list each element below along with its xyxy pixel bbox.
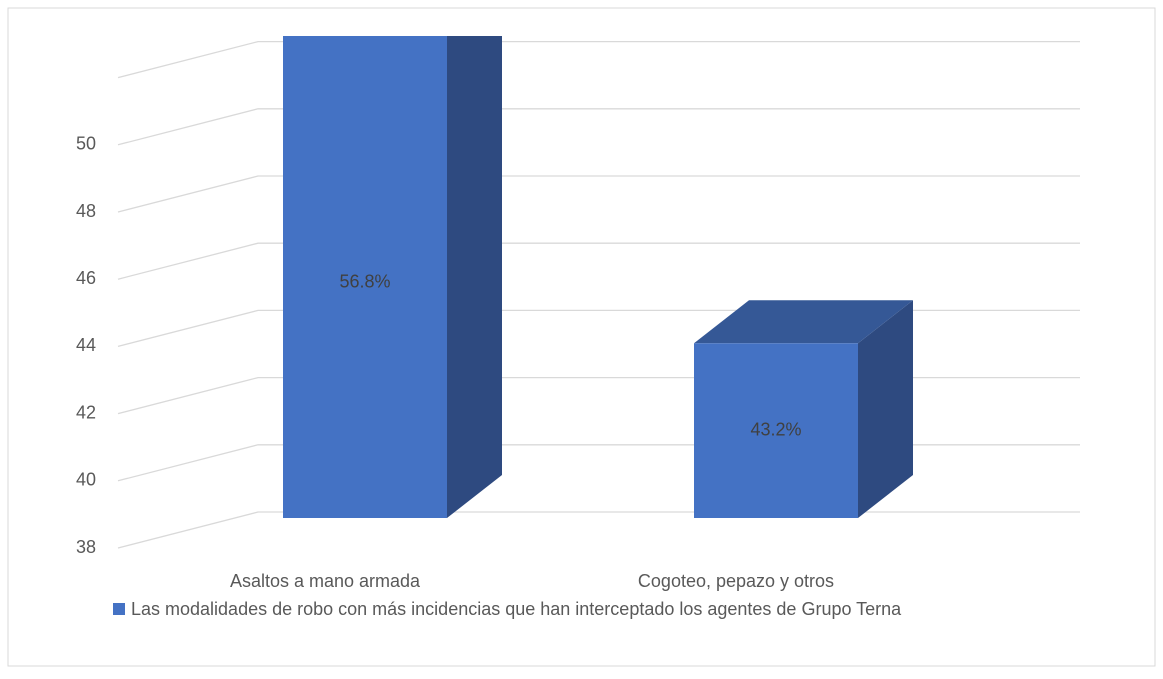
bar-side [447,36,502,518]
bar [283,36,447,518]
grid-line [117,242,1080,280]
x-tick-label: Asaltos a mano armada [230,571,421,591]
legend-label: Las modalidades de robo con más incidenc… [131,599,902,619]
bar [694,343,858,518]
chart-frame [7,7,1156,667]
data-label: 56.8% [339,271,390,291]
grid-line [117,108,1080,146]
x-tick-label: Cogoteo, pepazo y otros [638,571,834,591]
grid-line [117,40,1080,79]
y-tick-label: 40 [76,470,96,490]
y-tick-label: 44 [76,335,96,355]
y-tick-label: 48 [76,201,96,221]
y-tick-label: 46 [76,268,96,288]
data-label: 43.2% [750,419,801,439]
legend-swatch [113,603,125,615]
grid-line [117,175,1080,213]
y-tick-label: 38 [76,537,96,557]
y-tick-label: 42 [76,402,96,422]
bar-side [858,300,913,518]
bar-top [694,300,913,344]
y-tick-label: 50 [76,134,96,154]
